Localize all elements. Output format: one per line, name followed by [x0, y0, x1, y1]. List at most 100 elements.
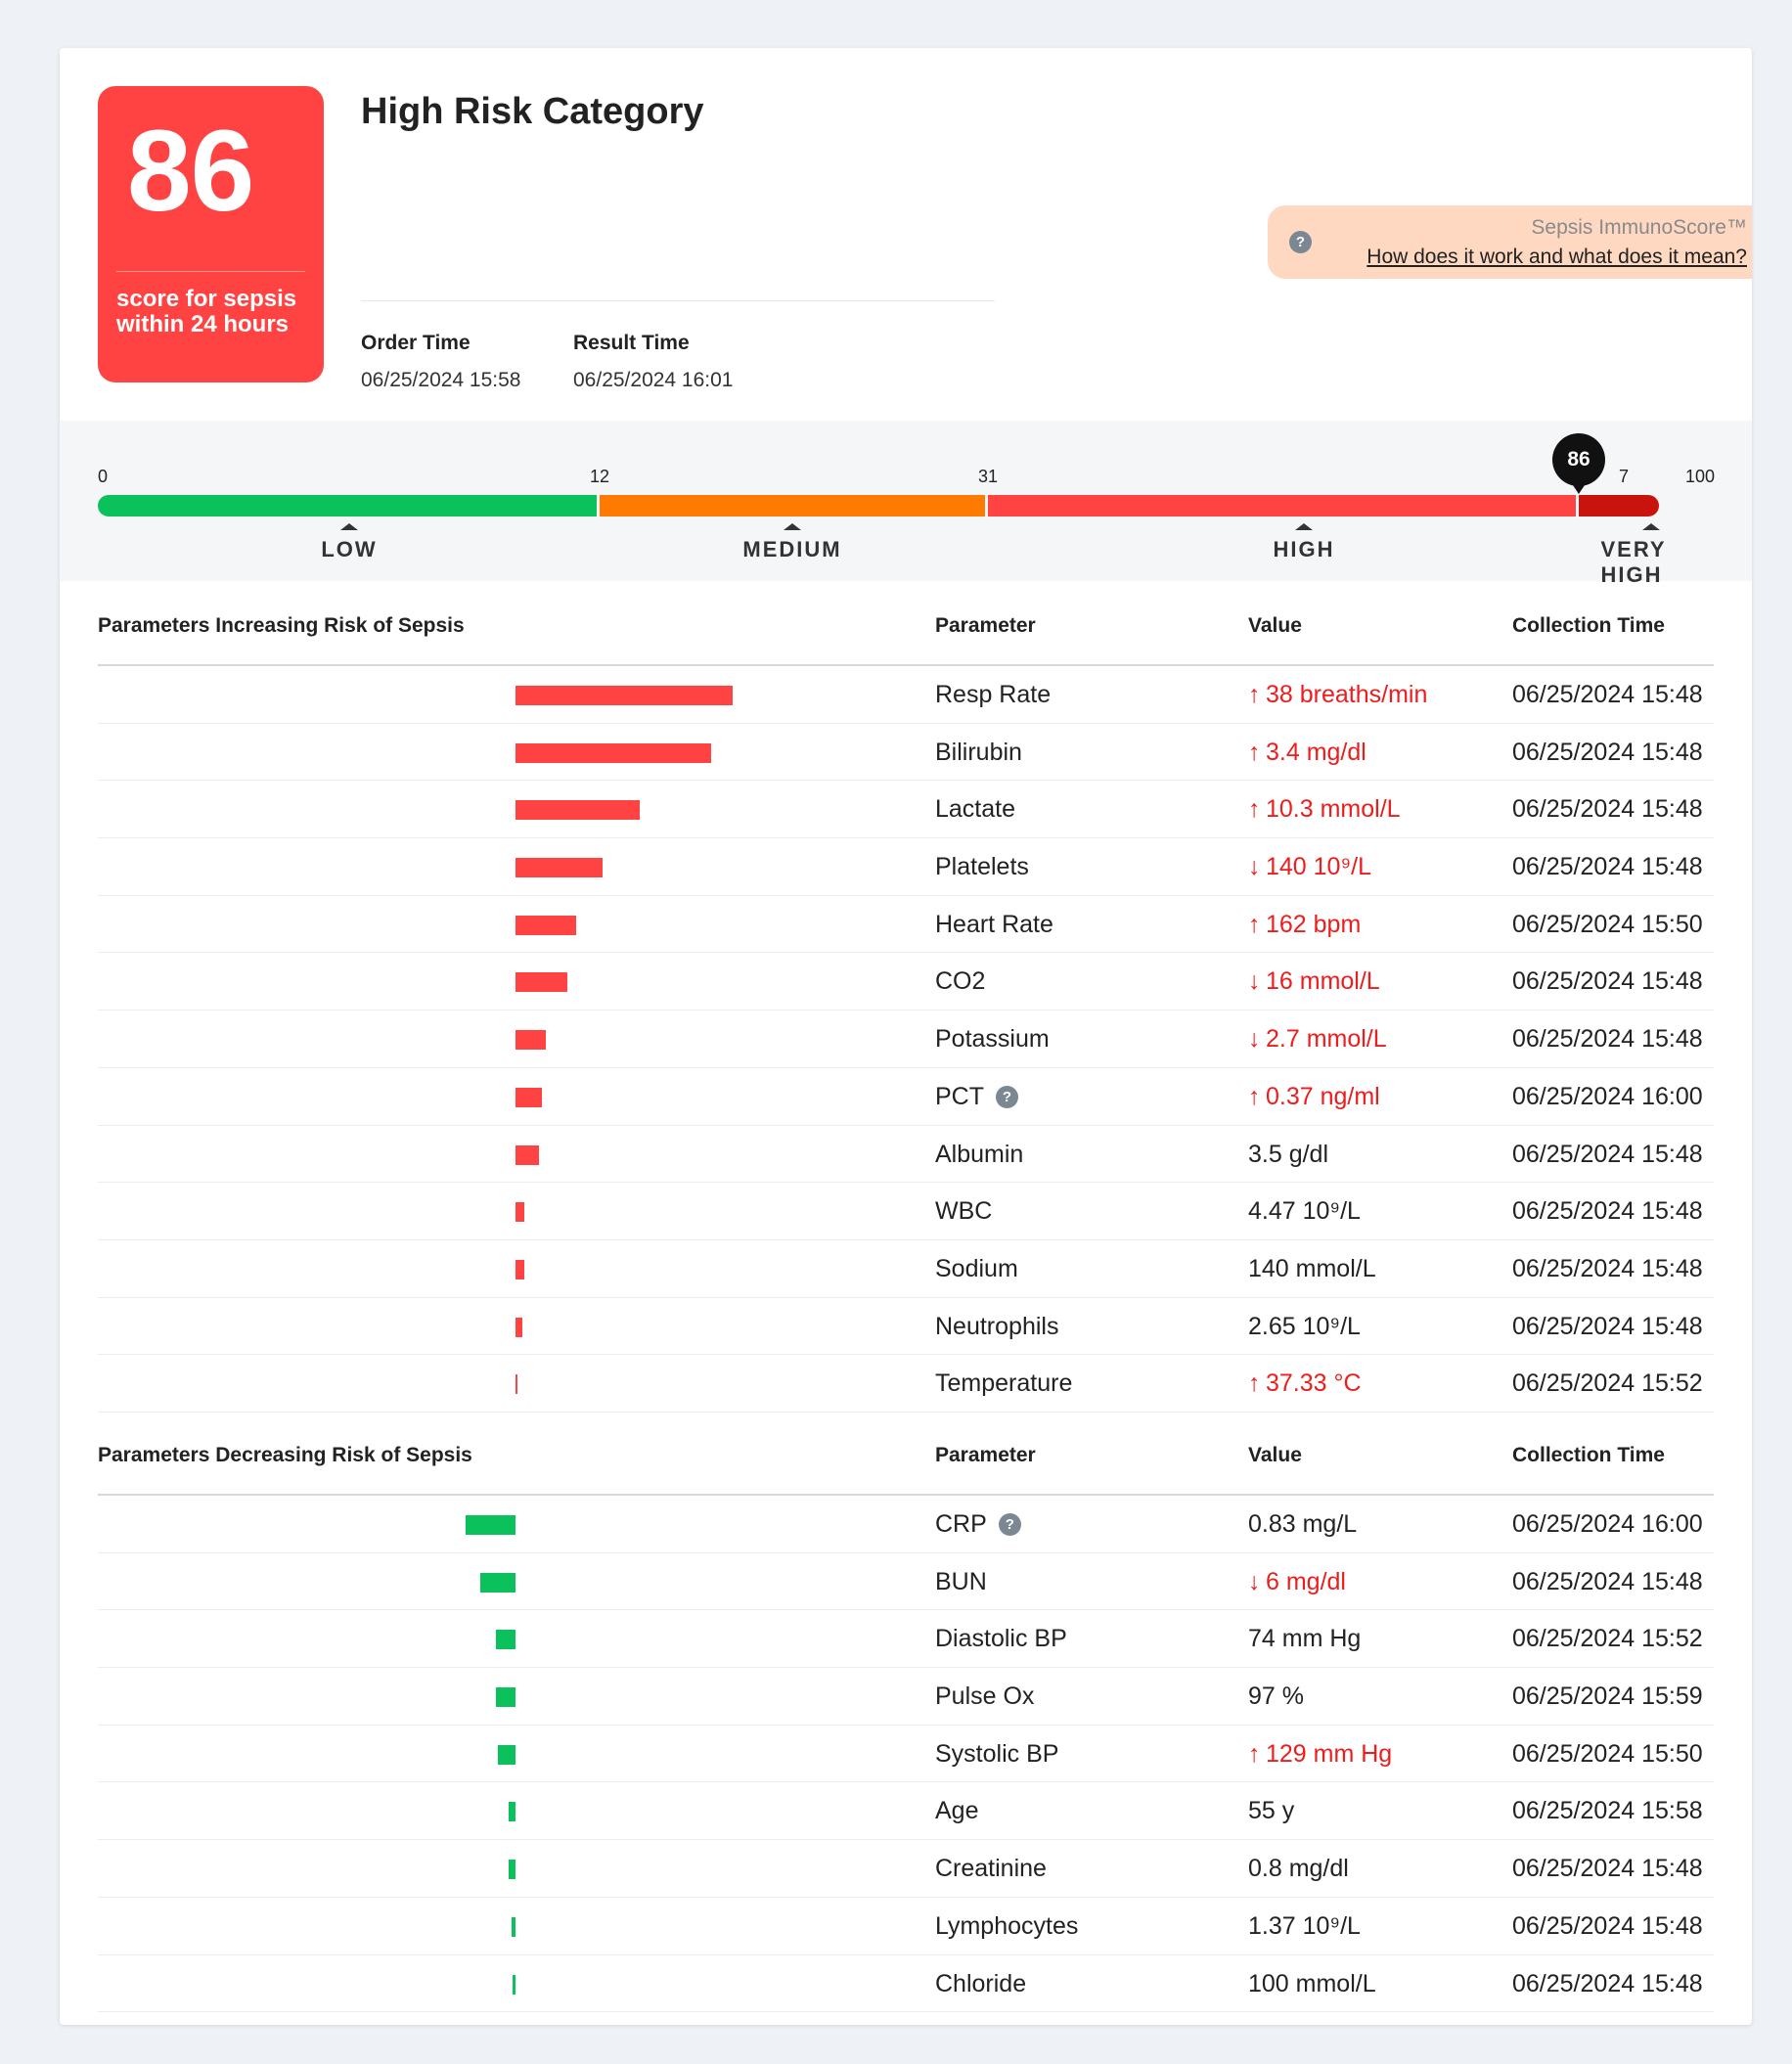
arrow-up-icon: ↑: [1248, 1082, 1261, 1110]
contribution-bar: [515, 1317, 522, 1337]
collection-time: 06/25/2024 15:48: [1512, 1254, 1703, 1282]
table-row: Sodium 140 mmol/L 06/25/2024 15:48: [98, 1240, 1714, 1298]
table-row: Heart Rate ↑ 162 bpm 06/25/2024 15:50: [98, 896, 1714, 954]
parameter-label: Lactate: [935, 795, 1016, 824]
parameter-name: WBC: [935, 1197, 992, 1226]
arrow-up-icon: ↑: [1248, 795, 1261, 824]
collection-time: 06/25/2024 15:48: [1512, 853, 1703, 881]
scale-segment-medium: [600, 495, 985, 516]
parameter-label: Sodium: [935, 1254, 1018, 1282]
parameter-name: Lactate: [935, 795, 1015, 824]
contribution-bar: [515, 1202, 524, 1223]
parameter-name: Heart Rate: [935, 911, 1053, 939]
parameter-name: Systolic BP: [935, 1740, 1058, 1769]
contribution-bar: [515, 1087, 542, 1107]
value-text: 162 bpm: [1266, 910, 1362, 938]
contribution-bar: [515, 800, 640, 821]
parameter-name: PCT?: [935, 1083, 1018, 1111]
parameter-value: ↓ 140 10⁹/L: [1248, 853, 1371, 881]
parameter-name: BUN: [935, 1568, 987, 1596]
help-icon[interactable]: ?: [996, 1085, 1018, 1108]
collection-time: 06/25/2024 15:50: [1512, 1739, 1703, 1768]
parameter-label: Systolic BP: [935, 1739, 1059, 1768]
collection-time: 06/25/2024 15:48: [1512, 1911, 1703, 1940]
parameter-name: Albumin: [935, 1141, 1023, 1169]
parameter-label: Heart Rate: [935, 910, 1053, 938]
scale-segment-low: [98, 495, 597, 516]
parameter-label: Chloride: [935, 1969, 1027, 1997]
contribution-bar: [496, 1687, 515, 1708]
value-text: 38 breaths/min: [1266, 681, 1428, 708]
table-row: Lactate ↑ 10.3 mmol/L 06/25/2024 15:48: [98, 781, 1714, 839]
parameter-name: Creatinine: [935, 1855, 1047, 1883]
score-label: score for sepsis within 24 hours: [116, 286, 297, 337]
parameter-name: Sodium: [935, 1255, 1018, 1283]
collection-time: 06/25/2024 15:48: [1512, 681, 1703, 708]
parameter-value: ↑ 37.33 °C: [1248, 1369, 1362, 1398]
value-text: 6 mg/dl: [1266, 1567, 1346, 1595]
collection-time: 06/25/2024 15:48: [1512, 1969, 1703, 1997]
parameter-value: 4.47 10⁹/L: [1248, 1197, 1361, 1226]
parameter-value: 0.83 mg/L: [1248, 1510, 1357, 1539]
parameter-label: Pulse Ox: [935, 1683, 1035, 1711]
parameter-name: Neutrophils: [935, 1313, 1058, 1341]
parameter-value: 55 y: [1248, 1797, 1294, 1825]
parameter-name: Pulse Ox: [935, 1683, 1034, 1711]
contribution-bar: [515, 686, 733, 705]
value-text: 100 mmol/L: [1248, 1969, 1376, 1997]
value-text: 3.4 mg/dl: [1266, 738, 1366, 766]
info-panel: ? Sepsis ImmunoScore™ How does it work a…: [1268, 205, 1752, 279]
value-text: 74 mm Hg: [1248, 1625, 1362, 1653]
parameter-label: Albumin: [935, 1140, 1024, 1168]
column-parameter: Parameter: [935, 1444, 1036, 1466]
parameter-value: ↓ 6 mg/dl: [1248, 1568, 1346, 1596]
value-text: 10.3 mmol/L: [1266, 795, 1401, 824]
parameter-value: 1.37 10⁹/L: [1248, 1912, 1361, 1941]
parameter-label: Neutrophils: [935, 1312, 1059, 1340]
table-row: Neutrophils 2.65 10⁹/L 06/25/2024 15:48: [98, 1298, 1714, 1356]
parameter-label: PCT: [935, 1082, 984, 1110]
parameter-value: ↑ 10.3 mmol/L: [1248, 795, 1401, 824]
score-marker: 86: [1552, 433, 1605, 486]
contribution-bar: [496, 1630, 515, 1650]
arrow-up-icon: ↑: [1248, 681, 1261, 708]
arrow-down-icon: ↓: [1248, 853, 1261, 881]
parameter-value: ↑ 162 bpm: [1248, 911, 1361, 939]
risk-scale: 0 12 31 7 100 LOW MEDIUM HIGH VERY HIGH …: [60, 421, 1752, 587]
parameter-name: CO2: [935, 967, 985, 996]
score-divider: [116, 271, 305, 272]
parameter-name: Diastolic BP: [935, 1625, 1067, 1653]
how-it-works-link[interactable]: How does it work and what does it mean?: [1366, 246, 1747, 268]
section-title: Parameters Decreasing Risk of Sepsis: [98, 1444, 472, 1466]
caret-up-icon: [1295, 523, 1313, 530]
contribution-bar: [515, 1030, 547, 1051]
value-text: 2.7 mmol/L: [1266, 1025, 1387, 1054]
value-text: 97 %: [1248, 1683, 1304, 1711]
risk-category-title: High Risk Category: [361, 91, 704, 132]
table-row: PCT? ↑ 0.37 ng/ml 06/25/2024 16:00: [98, 1068, 1714, 1126]
result-time-label: Result Time: [573, 332, 690, 354]
scale-tick: 12: [589, 467, 610, 486]
category-low: LOW: [321, 537, 378, 561]
parameter-label: Age: [935, 1797, 979, 1825]
parameter-value: ↑ 129 mm Hg: [1248, 1740, 1392, 1769]
parameter-name: Lymphocytes: [935, 1912, 1078, 1941]
arrow-up-icon: ↑: [1248, 910, 1261, 938]
table-row: Platelets ↓ 140 10⁹/L 06/25/2024 15:48: [98, 838, 1714, 896]
parameter-value: 140 mmol/L: [1248, 1255, 1376, 1283]
parameter-label: BUN: [935, 1567, 987, 1595]
help-icon[interactable]: ?: [1289, 231, 1312, 253]
table-row: WBC 4.47 10⁹/L 06/25/2024 15:48: [98, 1183, 1714, 1240]
parameter-value: 97 %: [1248, 1683, 1304, 1711]
parameter-label: CRP: [935, 1510, 987, 1538]
collection-time: 06/25/2024 15:50: [1512, 910, 1703, 938]
parameter-value: ↓ 16 mmol/L: [1248, 967, 1380, 996]
value-text: 37.33 °C: [1266, 1369, 1362, 1398]
parameter-name: CRP?: [935, 1510, 1021, 1539]
contribution-bar: [515, 1259, 524, 1279]
table-body: CRP? 0.83 mg/L 06/25/2024 16:00 BUN ↓ 6 mg/dl…: [98, 1496, 1714, 2013]
collection-time: 06/25/2024 15:48: [1512, 967, 1703, 996]
help-icon[interactable]: ?: [998, 1513, 1021, 1536]
parameter-name: Resp Rate: [935, 681, 1051, 709]
scale-segment-very-high: [1579, 495, 1659, 516]
